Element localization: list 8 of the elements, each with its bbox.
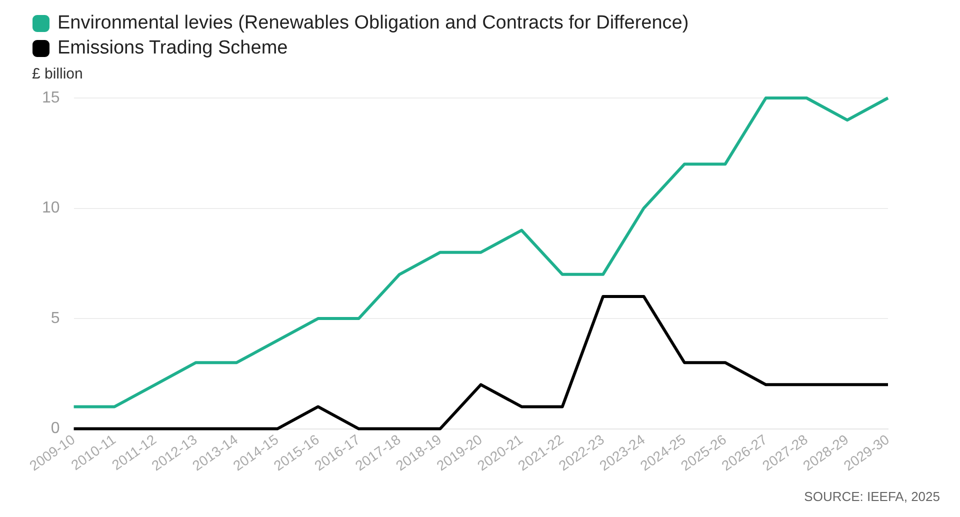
legend-label: Environmental levies (Renewables Obligation and Contracts for Difference)	[58, 12, 689, 34]
y-tick-label: 10	[42, 200, 60, 217]
legend-label: Emissions Trading Scheme	[58, 38, 288, 59]
y-tick-label: 0	[50, 420, 60, 438]
y-tick-label: 5	[50, 310, 60, 327]
y-tick-label: 15	[42, 89, 60, 106]
source-note: SOURCE: IEEFA, 2025	[804, 489, 940, 504]
y-axis-title: £ billion	[32, 66, 83, 83]
